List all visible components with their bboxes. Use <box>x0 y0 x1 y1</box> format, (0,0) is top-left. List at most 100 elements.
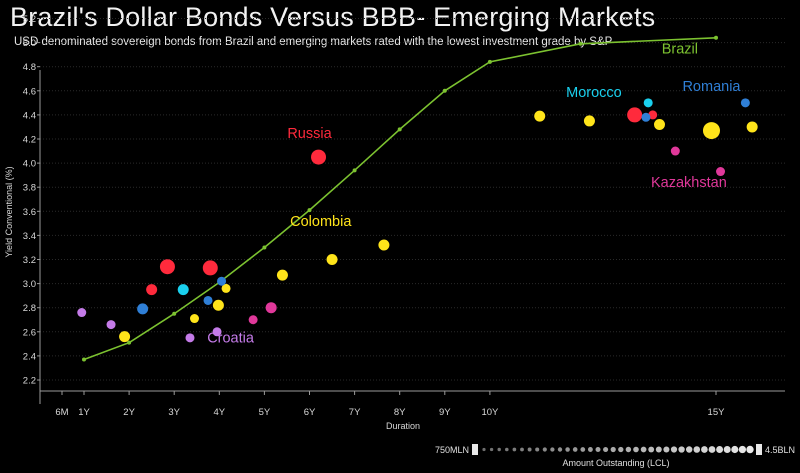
brazil-curve-point[interactable] <box>714 35 718 40</box>
colombia-bond-point[interactable] <box>746 121 758 133</box>
kazakhstan-bond-point[interactable] <box>670 146 680 156</box>
size-legend-dot <box>716 446 724 453</box>
brazil-curve-point[interactable] <box>397 127 402 132</box>
size-legend-max-label: 4.5BLN <box>765 445 795 455</box>
chart-title: Brazil's Dollar Bonds Versus BBB- Emergi… <box>10 2 656 32</box>
croatia-bond-point[interactable] <box>212 327 222 337</box>
axis-layer <box>39 70 785 404</box>
y-tick-label: 3.8 <box>23 183 36 194</box>
size-legend-dot <box>542 447 547 452</box>
romania-bond-point[interactable] <box>641 112 651 122</box>
brazil-curve-point[interactable] <box>82 357 86 362</box>
x-tick-label: 15Y <box>708 407 726 418</box>
size-legend-dot <box>550 447 555 452</box>
size-legend-dot <box>497 447 501 452</box>
croatia-bond-point[interactable] <box>77 308 87 318</box>
size-legend-dot <box>587 447 593 452</box>
y-tick-label: 3.0 <box>23 279 36 290</box>
colombia-bond-point[interactable] <box>326 254 338 265</box>
y-tick-label: 2.4 <box>23 351 36 362</box>
x-tick-label: 6M <box>55 407 68 418</box>
kazakhstan-bond-point[interactable] <box>716 167 726 177</box>
size-legend-title: Amount Outstanding (LCL) <box>562 458 669 468</box>
y-tick-label: 3.4 <box>23 231 36 242</box>
brazil-curve-point[interactable] <box>262 245 267 250</box>
size-legend-dot <box>723 445 731 454</box>
size-legend-min-handle[interactable] <box>472 444 478 455</box>
size-legend-dot <box>489 447 494 452</box>
brazil-curve-point[interactable] <box>172 311 177 316</box>
kazakhstan-bond-point[interactable] <box>248 315 258 325</box>
size-legend-dot <box>746 445 754 454</box>
morocco-bond-point[interactable] <box>643 98 653 108</box>
colombia-bond-point[interactable] <box>119 331 131 343</box>
colombia-bond-point[interactable] <box>212 299 224 311</box>
x-tick-label: 2Y <box>123 407 135 418</box>
annotation-colombia: Colombia <box>290 214 352 230</box>
size-legend: 750MLN 4.5BLN Amount Outstanding (LCL) <box>435 444 795 468</box>
colombia-bond-point[interactable] <box>189 314 199 324</box>
annotation-morocco: Morocco <box>566 85 622 101</box>
brazil-curve-point[interactable] <box>442 88 447 93</box>
x-tick-label: 6Y <box>304 407 316 418</box>
brazil-curve-point[interactable] <box>578 41 583 46</box>
annotation-layer: Brazil Russia Colombia Morocco Romania Kazakh… <box>207 41 741 346</box>
size-legend-dot <box>708 446 716 453</box>
y-tick-label: 4.0 <box>23 159 36 170</box>
y-tick-label: 3.2 <box>23 255 36 266</box>
russia-bond-point[interactable] <box>627 107 643 123</box>
croatia-bond-point[interactable] <box>185 333 195 343</box>
x-tick-label: 5Y <box>259 407 271 418</box>
croatia-bond-point[interactable] <box>106 320 116 330</box>
size-legend-dot <box>633 446 639 453</box>
x-tick-label: 8Y <box>394 407 406 418</box>
colombia-bond-point[interactable] <box>276 269 288 281</box>
russia-bond-point[interactable] <box>202 260 218 276</box>
romania-bond-point[interactable] <box>740 98 750 108</box>
y-tick-label: 5.0 <box>23 38 36 49</box>
colombia-bond-point[interactable] <box>378 239 390 251</box>
size-legend-max-handle[interactable] <box>756 444 762 455</box>
y-tick-label: 4.4 <box>23 110 36 121</box>
russia-bond-point[interactable] <box>648 110 658 120</box>
brazil-curve-point[interactable] <box>352 168 357 173</box>
y-tick-labels: 2.2 2.4 2.6 2.8 3.0 3.2 3.4 3.6 3.8 4.0 4.2 4.4 4.6 4… <box>23 14 36 387</box>
size-legend-track[interactable] <box>482 445 754 454</box>
russia-bond-point[interactable] <box>159 259 175 275</box>
size-legend-dot <box>625 446 632 453</box>
annotation-kazakhstan: Kazakhstan <box>651 175 727 191</box>
y-tick-label: 4.2 <box>23 135 36 146</box>
russia-bond-point[interactable] <box>146 284 158 296</box>
x-tick-label: 10Y <box>481 407 499 418</box>
y-axis-title: Yield Conventional (%) <box>4 166 14 257</box>
brazil-curve-point[interactable] <box>127 340 132 345</box>
kazakhstan-bond-point[interactable] <box>265 302 277 314</box>
size-legend-dot <box>738 445 747 454</box>
colombia-bond-point[interactable] <box>654 119 665 131</box>
y-tick-label: 2.8 <box>23 303 36 314</box>
russia-bond-point[interactable] <box>311 149 327 165</box>
x-tick-label: 9Y <box>439 407 451 418</box>
colombia-bond-point[interactable] <box>221 283 231 293</box>
size-legend-dot <box>618 446 624 453</box>
x-tick-label: 3Y <box>168 407 180 418</box>
romania-bond-point[interactable] <box>217 276 227 286</box>
colombia-bond-point[interactable] <box>702 122 720 140</box>
romania-bond-point[interactable] <box>137 303 149 315</box>
size-legend-dot <box>565 447 570 452</box>
brazil-curve-point[interactable] <box>487 59 492 64</box>
size-legend-dot <box>520 447 524 452</box>
colombia-bond-point[interactable] <box>583 115 595 127</box>
romania-bond-point[interactable] <box>203 295 213 305</box>
y-tick-label: 4.6 <box>23 86 36 97</box>
brazil-curve-point[interactable] <box>307 208 312 213</box>
size-legend-dot <box>731 445 739 454</box>
morocco-bond-point[interactable] <box>177 284 189 296</box>
y-tick-label: 5.2 <box>23 14 36 25</box>
size-legend-dot <box>527 447 532 452</box>
size-legend-dot <box>595 447 601 452</box>
size-legend-dot <box>640 446 647 453</box>
size-legend-dot <box>505 447 509 452</box>
colombia-bond-point[interactable] <box>534 110 546 122</box>
